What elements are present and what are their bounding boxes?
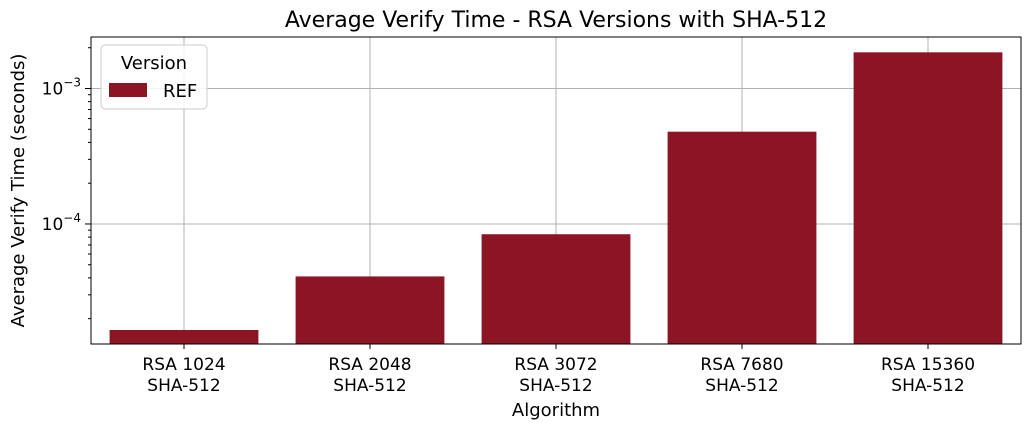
y-axis-label: Average Verify Time (seconds)	[8, 54, 29, 328]
x-tick-label: RSA 15360 SHA-512	[881, 355, 975, 396]
bars-layer	[109, 52, 1003, 344]
bar	[295, 276, 445, 344]
legend: Version REF	[100, 44, 208, 110]
ticks-layer: RSA 1024 SHA-512 RSA 2048 SHA-512 RSA 3072 SH…	[42, 47, 975, 396]
x-tick-label: RSA 3072 SHA-512	[514, 355, 597, 396]
y-tick-label: 10−3	[42, 76, 81, 100]
x-tick-label: RSA 7680 SHA-512	[700, 355, 783, 396]
x-tick-label: RSA 1024 SHA-512	[142, 355, 225, 396]
legend-title: Version	[121, 53, 187, 74]
x-axis-label: Algorithm	[512, 400, 600, 421]
bar	[109, 329, 259, 344]
legend-series-label: REF	[163, 81, 197, 102]
bar	[853, 52, 1003, 344]
legend-swatch	[109, 83, 147, 97]
y-tick-label: 10−4	[42, 211, 81, 235]
x-tick-label: RSA 2048 SHA-512	[328, 355, 411, 396]
chart-title: Average Verify Time - RSA Versions with …	[285, 8, 827, 33]
bar	[481, 234, 631, 344]
bar	[667, 131, 817, 344]
